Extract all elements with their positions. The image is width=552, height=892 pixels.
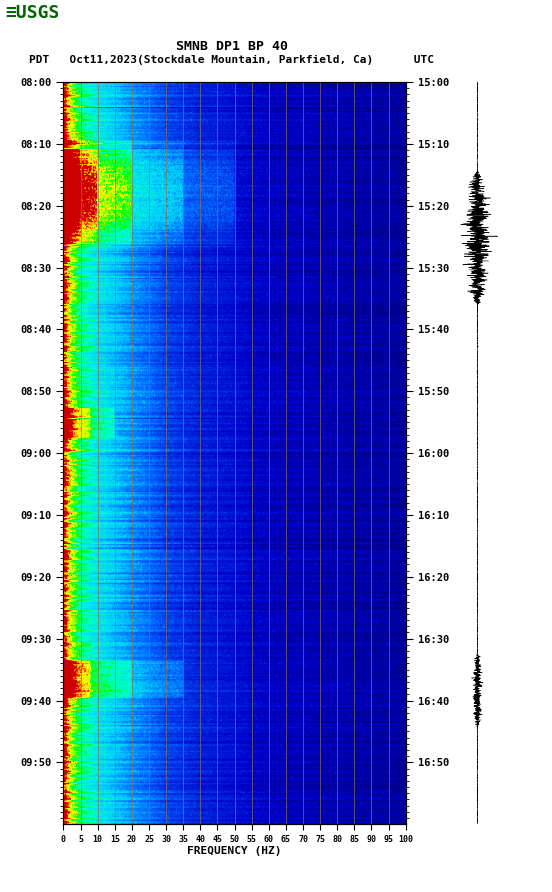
Text: SMNB DP1 BP 40: SMNB DP1 BP 40: [176, 40, 288, 54]
Text: PDT   Oct11,2023(Stockdale Mountain, Parkfield, Ca)      UTC: PDT Oct11,2023(Stockdale Mountain, Parkf…: [29, 55, 434, 65]
Text: ≡USGS: ≡USGS: [6, 4, 60, 22]
X-axis label: FREQUENCY (HZ): FREQUENCY (HZ): [187, 847, 282, 856]
